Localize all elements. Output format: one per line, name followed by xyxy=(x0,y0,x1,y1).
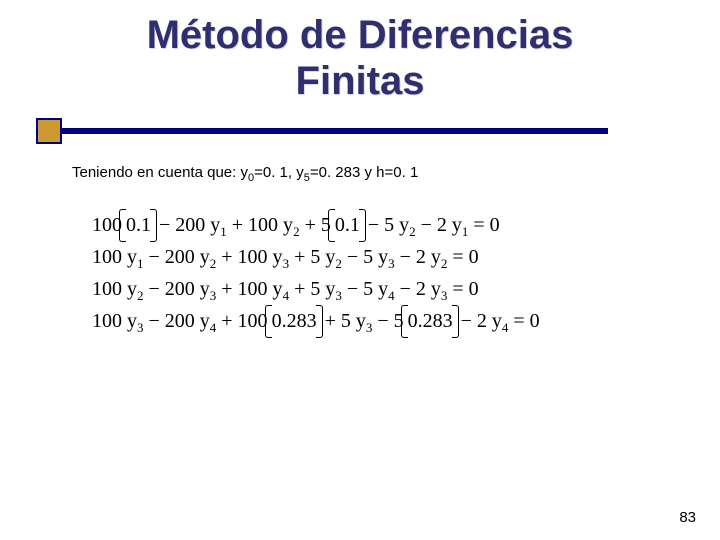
equation-row-4: 100 y3 − 200 y4 + 1000.283 + 5 y3 − 50.2… xyxy=(92,306,540,338)
eq1-t3: + 100 y xyxy=(227,214,293,236)
title-underline-bar xyxy=(48,128,608,134)
eq1-t2: − 200 y xyxy=(154,214,220,236)
eq1-paren1: 0.1 xyxy=(122,210,154,241)
y5-val: =0. 283 y h=0. 1 xyxy=(310,164,418,181)
eq3-t6: − 2 y xyxy=(395,278,441,300)
slide-title: Método de Diferencias Finitas xyxy=(0,12,720,104)
eq4-p1: 0.283 xyxy=(272,310,317,332)
eq3-t5: − 5 y xyxy=(342,278,388,300)
y0-val: =0. 1, xyxy=(254,164,296,181)
title-accent-box xyxy=(36,118,62,144)
equation-row-3: 100 y2 − 200 y3 + 100 y4 + 5 y3 − 5 y4 −… xyxy=(92,274,540,306)
title-line-2: Finitas xyxy=(0,58,720,104)
eq2-t7: = 0 xyxy=(447,246,478,268)
eq2-t2: − 200 y xyxy=(144,246,210,268)
eq1-t1: 100 xyxy=(92,214,122,236)
eq1-t5: − 5 y xyxy=(363,214,409,236)
eq2-t1: 100 y xyxy=(92,246,137,268)
conditions-line: Teniendo en cuenta que: y0=0. 1, y5=0. 2… xyxy=(72,164,418,184)
eq1-p2: 0.1 xyxy=(335,214,360,236)
eq4-t5: − 5 xyxy=(372,310,403,332)
eq3-t1: 100 y xyxy=(92,278,137,300)
eq2-t4: + 5 y xyxy=(289,246,335,268)
title-line-1: Método de Diferencias xyxy=(0,12,720,58)
eq2-t5: − 5 y xyxy=(342,246,388,268)
eq4-t4: + 5 y xyxy=(320,310,366,332)
eq3-t7: = 0 xyxy=(447,278,478,300)
eq4-paren2: 0.283 xyxy=(404,306,456,337)
eq4-p2: 0.283 xyxy=(408,310,453,332)
eq4-t7: = 0 xyxy=(508,310,539,332)
eq2-t3: + 100 y xyxy=(216,246,282,268)
eq1-p1: 0.1 xyxy=(126,214,151,236)
eq1-paren2: 0.1 xyxy=(331,210,363,241)
conditions-prefix: Teniendo en cuenta que: xyxy=(72,164,240,181)
eq4-t1: 100 y xyxy=(92,310,137,332)
equation-row-2: 100 y1 − 200 y2 + 100 y3 + 5 y2 − 5 y3 −… xyxy=(92,242,540,274)
y0-var: y xyxy=(240,164,248,181)
eq1-t7: = 0 xyxy=(468,214,499,236)
eq4-paren1: 0.283 xyxy=(268,306,320,337)
eq3-t4: + 5 y xyxy=(289,278,335,300)
y5-var: y xyxy=(296,164,304,181)
eq3-t2: − 200 y xyxy=(144,278,210,300)
eq2-t6: − 2 y xyxy=(395,246,441,268)
eq4-t6: − 2 y xyxy=(456,310,502,332)
eq3-t3: + 100 y xyxy=(216,278,282,300)
page-number: 83 xyxy=(679,509,696,526)
equation-row-1: 1000.1 − 200 y1 + 100 y2 + 50.1 − 5 y2 −… xyxy=(92,210,540,242)
eq4-t2: − 200 y xyxy=(144,310,210,332)
equation-system: 1000.1 − 200 y1 + 100 y2 + 50.1 − 5 y2 −… xyxy=(92,210,540,339)
eq4-t3: + 100 xyxy=(216,310,267,332)
eq1-t4: + 5 xyxy=(300,214,331,236)
eq1-t6: − 2 y xyxy=(416,214,462,236)
